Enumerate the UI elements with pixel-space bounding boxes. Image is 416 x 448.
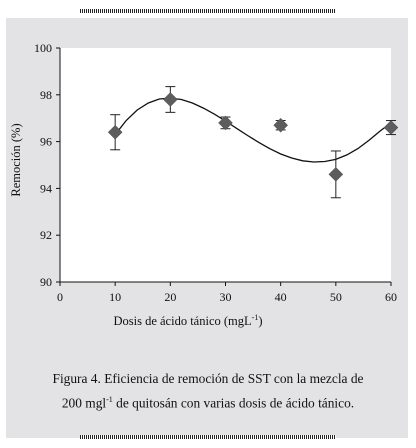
x-tick-label: 30: [220, 290, 232, 304]
x-tick-label: 0: [57, 290, 63, 304]
y-tick-label: 98: [40, 88, 52, 102]
data-point-diamond: [328, 167, 344, 182]
x-tick-label: 10: [109, 290, 121, 304]
y-tick-label: 96: [40, 135, 52, 149]
x-tick-label: 40: [275, 290, 287, 304]
y-tick-label: 90: [40, 275, 52, 289]
bottom-decorative-rule: [80, 435, 336, 439]
y-tick-label: 92: [40, 228, 52, 242]
y-tick-label: 100: [34, 41, 52, 55]
caption-line-2-start: 200 mgl: [61, 395, 107, 411]
data-point-diamond: [162, 92, 178, 107]
data-point-diamond: [218, 115, 233, 131]
figure-caption: Figura 4. Eficiencia de remoción de SST …: [10, 368, 406, 413]
y-tick-label: 94: [40, 181, 52, 195]
trend-line: [114, 97, 392, 163]
plot-area: [60, 48, 391, 282]
x-axis-title: Dosis de ácido tánico (mgL-1): [113, 313, 262, 328]
caption-line-2: 200 mgl-1 de quitosán con varias dosis d…: [10, 389, 406, 413]
caption-line-2-end: de quitosán con varias dosis de ácido tá…: [112, 395, 355, 411]
x-tick-label: 20: [164, 290, 176, 304]
data-point-diamond: [383, 120, 399, 135]
y-axis-title: Remoción (%): [9, 123, 23, 196]
x-tick-label: 60: [385, 290, 397, 304]
x-tick-label: 50: [330, 290, 342, 304]
top-decorative-rule: [80, 9, 336, 13]
caption-line-1: Figura 4. Eficiencia de remoción de SST …: [52, 371, 364, 386]
data-point-diamond: [107, 124, 123, 140]
data-point-diamond: [273, 117, 289, 133]
caption-superscript: -1: [106, 395, 113, 404]
